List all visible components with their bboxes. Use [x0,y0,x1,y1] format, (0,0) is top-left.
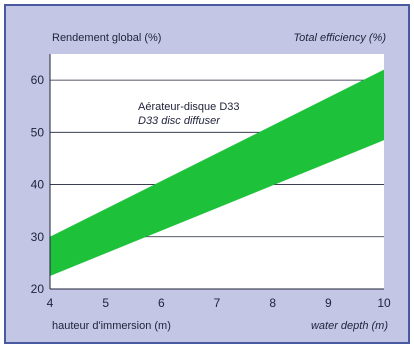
x-tick-label-6: 6 [158,296,165,310]
y-tick-label-60: 60 [31,73,45,87]
y-tick-label-30: 30 [31,230,45,244]
y-tick-label-20: 20 [31,282,45,296]
x-tick-labels: 4 5 6 7 8 9 10 [47,296,391,310]
y-tick-label-50: 50 [31,125,45,139]
footer-left-label: hauteur d'immersion (m) [52,320,171,332]
footer-right-label: water depth (m) [311,320,388,332]
annotation-line2: D33 disc diffuser [138,115,221,127]
x-tick-label-10: 10 [377,296,391,310]
annotation-line1: Aérateur-disque D33 [138,101,240,113]
chart-panel: Rendement global (%) Total efficiency (%… [4,4,410,344]
x-tick-label-5: 5 [102,296,109,310]
x-tick-label-7: 7 [214,296,221,310]
x-tick-label-4: 4 [47,296,54,310]
header-right-label: Total efficiency (%) [293,32,386,44]
x-tick-label-9: 9 [325,296,332,310]
efficiency-chart: Rendement global (%) Total efficiency (%… [31,32,391,332]
y-tick-labels: 20 30 40 50 60 [31,73,45,296]
y-tick-label-40: 40 [31,178,45,192]
x-tick-label-8: 8 [269,296,276,310]
efficiency-band [50,69,384,276]
header-left-label: Rendement global (%) [52,32,161,44]
